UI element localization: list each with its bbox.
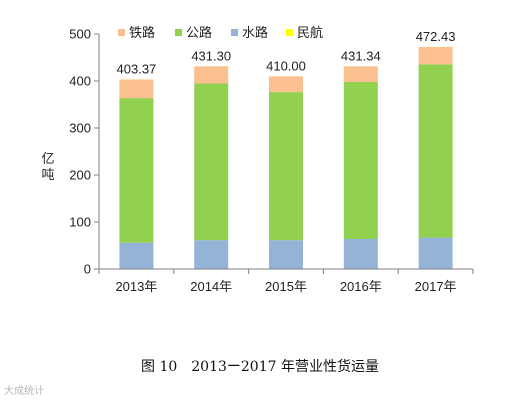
legend-label: 水路 [242, 25, 268, 41]
x-tick-label: 2015年 [265, 279, 307, 294]
bar-total-label: 403.37 [117, 61, 157, 76]
figure-caption: 图 10 2013ー2017 年营业性货运量 [141, 359, 379, 375]
x-tick-label: 2014年 [190, 279, 232, 294]
y-axis-label-char: 亿 [41, 152, 54, 167]
bar-segment [269, 76, 303, 93]
legend: 铁路 公路 水路 民航 [118, 25, 323, 41]
legend-label: 铁路 [129, 25, 155, 41]
legend-swatch [286, 29, 293, 36]
watermark: 大成统计 [4, 386, 44, 397]
bar-segment [269, 92, 303, 241]
y-tick-label: 100 [69, 215, 91, 230]
bar-total-label: 431.34 [341, 48, 381, 63]
bar-segment [343, 239, 378, 269]
y-tick-label: 400 [69, 74, 91, 89]
y-axis: 0 100 200 300 400 500 [69, 27, 100, 277]
y-tick-label: 500 [69, 27, 91, 42]
legend-swatch [231, 29, 238, 36]
bar-segment [194, 83, 229, 241]
bar-segment [194, 66, 229, 84]
y-axis-label-char: 吨 [41, 168, 54, 183]
bar-segment [119, 98, 154, 243]
y-tick-label: 200 [69, 168, 91, 183]
legend-swatch [118, 29, 125, 36]
bar-segment [343, 81, 378, 240]
bar-total-label: 410.00 [266, 58, 306, 73]
bar-segment [418, 237, 453, 269]
x-tick-label: 2013年 [115, 279, 157, 294]
total-labels: 403.37 431.30 410.00 431.34 472.43 [117, 29, 456, 76]
bar-segment [418, 46, 453, 65]
bar-segment [119, 79, 154, 99]
bar-segment [194, 240, 229, 269]
bar-segment [343, 66, 378, 82]
bar-segment [119, 242, 154, 269]
bar-segment [418, 64, 453, 238]
x-tick-label: 2017年 [415, 279, 457, 294]
x-tick-label: 2016年 [340, 279, 382, 294]
y-axis-label: 亿吨 [41, 152, 54, 183]
legend-label: 公路 [186, 25, 212, 41]
bar-segment [269, 240, 303, 269]
legend-swatch [175, 29, 182, 36]
x-axis: 2013年 2014年 2015年 2016年 2017年 [98, 268, 474, 294]
bar-total-label: 472.43 [416, 29, 456, 44]
y-tick-label: 300 [69, 121, 91, 136]
bars [119, 46, 453, 269]
legend-label: 民航 [297, 25, 323, 41]
y-tick-label: 0 [84, 262, 91, 277]
bar-total-label: 431.30 [191, 48, 231, 63]
